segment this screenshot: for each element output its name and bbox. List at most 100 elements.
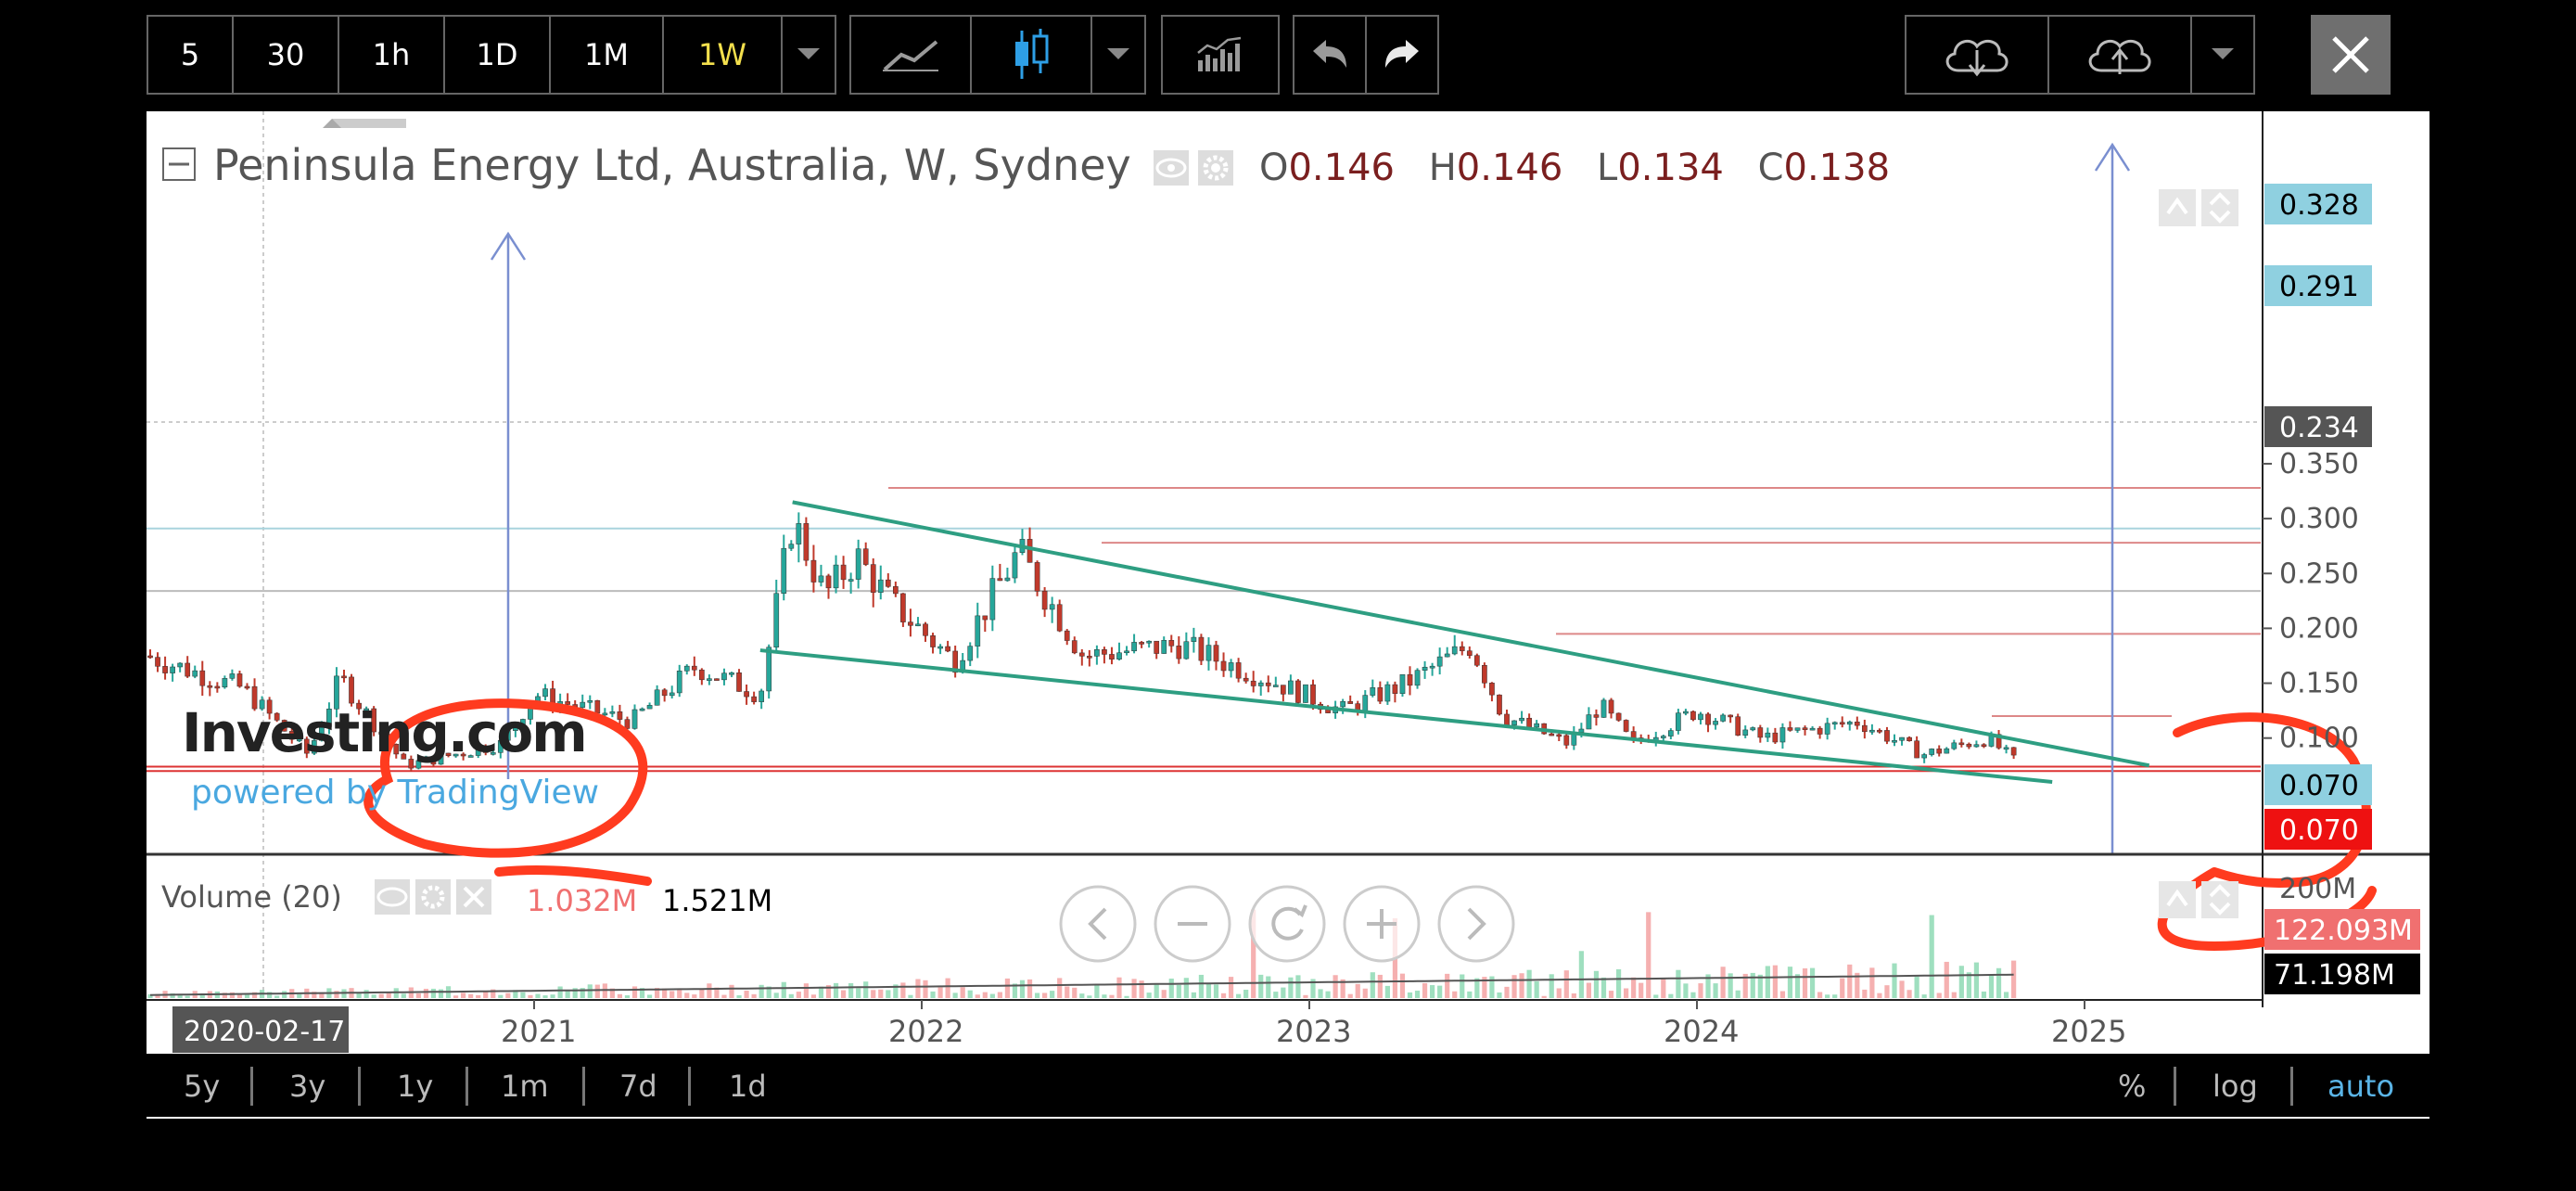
candle: [1198, 634, 1205, 665]
candle: [1802, 725, 1808, 736]
volume-gear-icon[interactable]: [415, 879, 451, 915]
candle: [1422, 660, 1428, 679]
candle: [415, 756, 422, 770]
volume-bar: [498, 994, 504, 998]
range-5y-button[interactable]: 5y: [184, 1069, 221, 1104]
log-scale-button[interactable]: log: [2213, 1069, 2258, 1104]
volume-bar: [572, 988, 578, 998]
range-1m-button[interactable]: 1m: [501, 1069, 549, 1104]
interval-dropdown-button[interactable]: [781, 15, 836, 95]
candle: [1713, 718, 1718, 730]
volume-scroll-up-icon[interactable]: [2159, 881, 2196, 918]
volume-bar: [967, 990, 973, 998]
reset-button[interactable]: [1248, 885, 1326, 963]
volume-bar: [624, 995, 631, 998]
interval-1m-button[interactable]: 1M: [549, 15, 664, 95]
collapse-legend-button[interactable]: [162, 147, 196, 181]
candle: [833, 555, 839, 594]
chart-svg[interactable]: 0.350 0.300 0.250 0.200 0.150 0.100 0.328 0.29…: [147, 111, 2429, 1054]
volume-bar: [1571, 993, 1576, 998]
cloud-download-button[interactable]: [1905, 15, 2049, 95]
volume-scroll-arrows-icon[interactable]: [2201, 881, 2238, 918]
candle: [430, 756, 437, 767]
candle: [803, 517, 810, 567]
candle: [1235, 658, 1242, 683]
cloud-dropdown-button[interactable]: [2190, 15, 2255, 95]
candle: [1407, 666, 1413, 696]
range-1d-button[interactable]: 1d: [729, 1069, 767, 1104]
legend-gear-icon[interactable]: [1198, 150, 1233, 186]
zoom-out-button[interactable]: [1154, 885, 1231, 963]
candle: [1399, 673, 1406, 698]
candle: [1094, 645, 1100, 665]
candle: [1489, 682, 1495, 702]
cloud-upload-button[interactable]: [2047, 15, 2192, 95]
volume-bar: [863, 981, 869, 998]
volume-bar: [1437, 985, 1443, 998]
candle: [1944, 747, 1950, 754]
candle: [1078, 648, 1085, 666]
volume-bar: [199, 993, 205, 998]
legend-eye-icon[interactable]: [1154, 150, 1189, 186]
volume-bar: [1519, 973, 1524, 998]
svg-text:0.328: 0.328: [2279, 189, 2359, 222]
svg-text:O0.146 H0.146 L0.1: O0.146 H0.146 L0.134 C0.138: [1259, 147, 1890, 189]
candle: [497, 737, 504, 759]
chart-container[interactable]: 0.350 0.300 0.250 0.200 0.150 0.100 0.328 0.29…: [147, 111, 2429, 1119]
range-1y-button[interactable]: 1y: [397, 1069, 434, 1104]
interval-1h-button[interactable]: 1h: [338, 15, 445, 95]
candle: [1459, 641, 1465, 656]
candle: [1877, 728, 1882, 734]
range-3y-button[interactable]: 3y: [289, 1069, 326, 1104]
auto-scale-button[interactable]: auto: [2327, 1069, 2395, 1104]
volume-bar: [147, 993, 153, 998]
undo-button[interactable]: [1293, 15, 1367, 95]
redo-button[interactable]: [1365, 15, 1439, 95]
volume-bar: [1124, 995, 1129, 998]
volume-eye-icon[interactable]: [375, 879, 410, 915]
candle: [207, 681, 213, 697]
volume-bar: [542, 995, 548, 998]
volume-bar: [1713, 983, 1718, 998]
scroll-arrows-icon[interactable]: [2201, 189, 2238, 226]
interval-1w-button[interactable]: 1W: [662, 15, 783, 95]
candle: [1854, 716, 1860, 730]
scroll-left-button[interactable]: [1059, 885, 1137, 963]
volume-remove-icon[interactable]: [456, 879, 491, 915]
volume-bar: [236, 993, 243, 998]
volume-bar: [729, 984, 734, 998]
volume-bar: [1855, 972, 1860, 998]
candles-button[interactable]: [970, 15, 1092, 95]
indicators-icon: [1197, 36, 1242, 71]
volume-bar: [1690, 992, 1696, 998]
candle: [1384, 681, 1391, 705]
line-chart-button[interactable]: [849, 15, 972, 95]
indicators-button[interactable]: [1161, 15, 1280, 95]
chart-type-dropdown-button[interactable]: [1090, 15, 1146, 95]
candle: [2010, 747, 2017, 760]
scroll-right-button[interactable]: [1437, 885, 1515, 963]
volume-bar: [714, 987, 720, 998]
volume-bar: [1825, 994, 1830, 998]
candle: [1436, 647, 1443, 675]
candle: [1667, 728, 1674, 740]
range-7d-button[interactable]: 7d: [619, 1069, 657, 1104]
volume-bar: [1019, 980, 1026, 998]
interval-5-button[interactable]: 5: [147, 15, 234, 95]
svg-text:0.291: 0.291: [2279, 271, 2359, 303]
interval-30-button[interactable]: 30: [232, 15, 339, 95]
interval-1d-button[interactable]: 1D: [443, 15, 551, 95]
time-tick-label: 2025: [2051, 1014, 2126, 1049]
percent-scale-button[interactable]: %: [2118, 1069, 2147, 1104]
volume-bar: [1951, 992, 1957, 998]
candle: [1824, 717, 1830, 740]
zoom-in-button[interactable]: [1343, 885, 1421, 963]
volume-bar: [631, 986, 638, 998]
volume-bar: [1228, 977, 1234, 998]
volume-bar: [1832, 994, 1838, 998]
close-button[interactable]: [2311, 15, 2391, 95]
volume-bars: [147, 909, 2017, 998]
scroll-up-icon[interactable]: [2159, 189, 2196, 226]
volume-bar: [766, 986, 772, 998]
volume-bar: [893, 984, 899, 998]
